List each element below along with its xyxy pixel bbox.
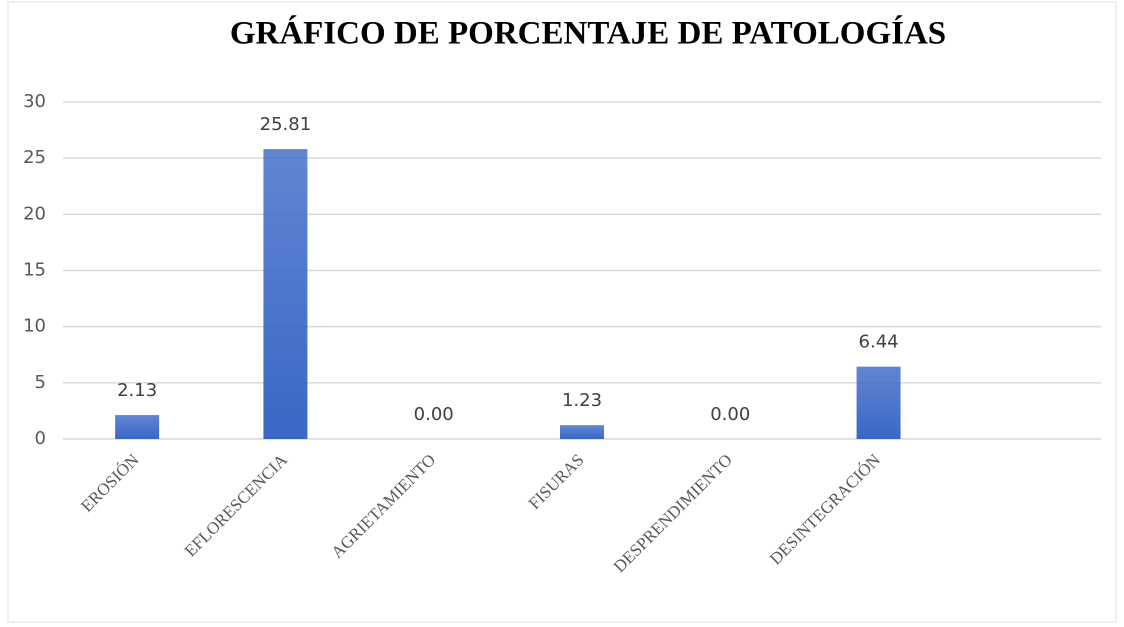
y-tick-label: 30 bbox=[23, 91, 46, 112]
data-label: 1.23 bbox=[562, 390, 602, 411]
bar bbox=[560, 425, 604, 439]
chart-frame bbox=[7, 1, 1117, 623]
data-label: 0.00 bbox=[414, 404, 454, 425]
y-tick-label: 20 bbox=[23, 203, 46, 224]
y-tick-label: 25 bbox=[23, 147, 46, 168]
data-label: 6.44 bbox=[859, 332, 899, 353]
y-tick-label: 15 bbox=[23, 260, 46, 281]
data-label: 25.81 bbox=[260, 114, 312, 135]
y-tick-label: 5 bbox=[35, 372, 46, 393]
y-tick-label: 0 bbox=[35, 428, 46, 449]
data-label: 0.00 bbox=[710, 404, 750, 425]
bar bbox=[263, 149, 308, 439]
y-tick-label: 10 bbox=[23, 316, 46, 337]
bar bbox=[115, 415, 160, 439]
data-label: 2.13 bbox=[117, 380, 157, 401]
bar bbox=[856, 366, 901, 439]
chart-title: GRÁFICO DE PORCENTAJE DE PATOLOGÍAS bbox=[230, 15, 946, 52]
